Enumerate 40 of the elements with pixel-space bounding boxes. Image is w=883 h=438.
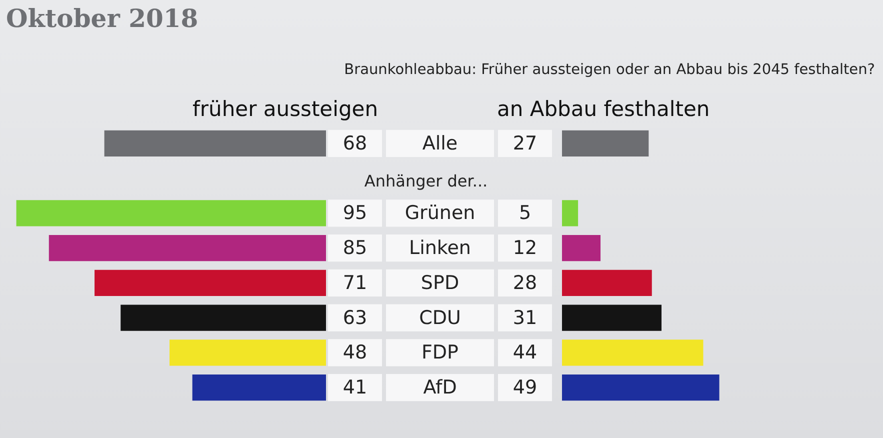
data-label: 27	[512, 132, 538, 154]
bar	[562, 340, 704, 366]
bar	[120, 304, 326, 331]
bar	[562, 374, 720, 401]
data-label: 49	[512, 376, 538, 398]
data-label: 44	[512, 342, 538, 364]
bar	[94, 270, 326, 296]
bar	[48, 234, 326, 262]
data-label: 68	[342, 132, 368, 154]
data-label: 95	[342, 202, 368, 224]
data-label: 41	[342, 376, 368, 398]
bar	[170, 340, 326, 366]
bar	[562, 304, 662, 331]
bar	[192, 374, 326, 401]
text: Anhänger der...	[364, 171, 488, 190]
data-label: 71	[342, 272, 368, 294]
data-label: 48	[342, 342, 368, 364]
data-label: 5	[518, 202, 532, 224]
bar	[562, 270, 652, 296]
y-tick-label: SPD	[420, 272, 460, 294]
y-tick-label: FDP	[421, 342, 459, 364]
series-label: früher aussteigen	[192, 97, 378, 121]
bar	[104, 130, 326, 157]
y-tick-label: Linken	[409, 237, 471, 259]
data-label: 85	[342, 237, 368, 259]
y-tick-label: AfD	[423, 376, 457, 398]
bar	[562, 234, 601, 262]
data-label: 63	[342, 306, 368, 329]
chart-title: Braunkohleabbau: Früher aussteigen oder an Abbau bis 2045 festhalten?	[344, 62, 875, 78]
data-label: 28	[512, 272, 538, 294]
bar	[562, 130, 649, 157]
series-label: an Abbau festhalten	[497, 97, 710, 121]
y-tick-label: CDU	[419, 306, 461, 329]
data-label: 12	[512, 237, 538, 259]
y-tick-label: Grünen	[404, 202, 476, 224]
bar	[562, 200, 578, 226]
bar	[16, 200, 326, 226]
data-label: 31	[512, 306, 538, 329]
y-tick-label: Alle	[422, 132, 458, 154]
chart-subtitle: Oktober 2018	[6, 4, 198, 33]
